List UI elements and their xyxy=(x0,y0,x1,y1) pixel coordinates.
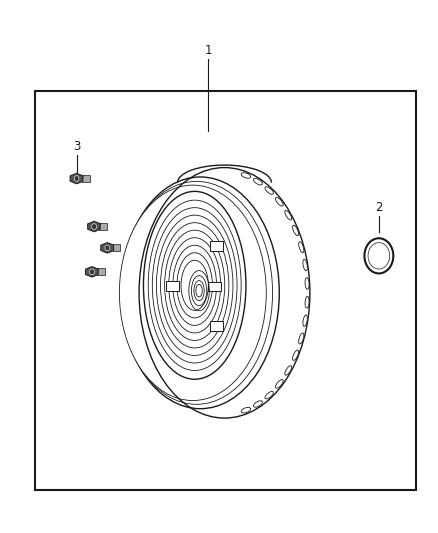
Bar xyxy=(82,175,90,182)
Polygon shape xyxy=(85,266,99,277)
FancyBboxPatch shape xyxy=(209,321,223,330)
Ellipse shape xyxy=(254,179,262,185)
Ellipse shape xyxy=(254,401,262,407)
Circle shape xyxy=(105,245,110,251)
Polygon shape xyxy=(101,243,114,253)
FancyBboxPatch shape xyxy=(166,281,179,290)
Ellipse shape xyxy=(241,407,251,413)
Polygon shape xyxy=(88,221,101,232)
Ellipse shape xyxy=(285,211,292,220)
Bar xyxy=(99,223,107,230)
Ellipse shape xyxy=(276,379,283,388)
Ellipse shape xyxy=(120,181,272,405)
Text: 2: 2 xyxy=(375,201,383,214)
Bar xyxy=(97,268,105,276)
Ellipse shape xyxy=(305,296,309,308)
Ellipse shape xyxy=(120,185,266,401)
Ellipse shape xyxy=(299,333,304,344)
Ellipse shape xyxy=(293,350,299,360)
Ellipse shape xyxy=(241,173,251,178)
Ellipse shape xyxy=(265,187,273,195)
Bar xyxy=(35,91,416,490)
Circle shape xyxy=(90,269,94,274)
Ellipse shape xyxy=(276,198,283,206)
FancyBboxPatch shape xyxy=(208,281,221,291)
Ellipse shape xyxy=(303,259,307,271)
Circle shape xyxy=(92,224,96,229)
Circle shape xyxy=(74,176,79,181)
Bar xyxy=(113,244,120,252)
Text: 3: 3 xyxy=(73,140,80,153)
Ellipse shape xyxy=(121,177,279,409)
Ellipse shape xyxy=(293,225,299,236)
Ellipse shape xyxy=(265,391,273,399)
Text: 1: 1 xyxy=(204,44,212,57)
Ellipse shape xyxy=(299,241,304,253)
FancyBboxPatch shape xyxy=(209,241,223,251)
Ellipse shape xyxy=(139,167,310,418)
Polygon shape xyxy=(70,173,83,184)
Ellipse shape xyxy=(303,315,307,326)
Ellipse shape xyxy=(285,366,292,375)
Ellipse shape xyxy=(305,278,309,289)
